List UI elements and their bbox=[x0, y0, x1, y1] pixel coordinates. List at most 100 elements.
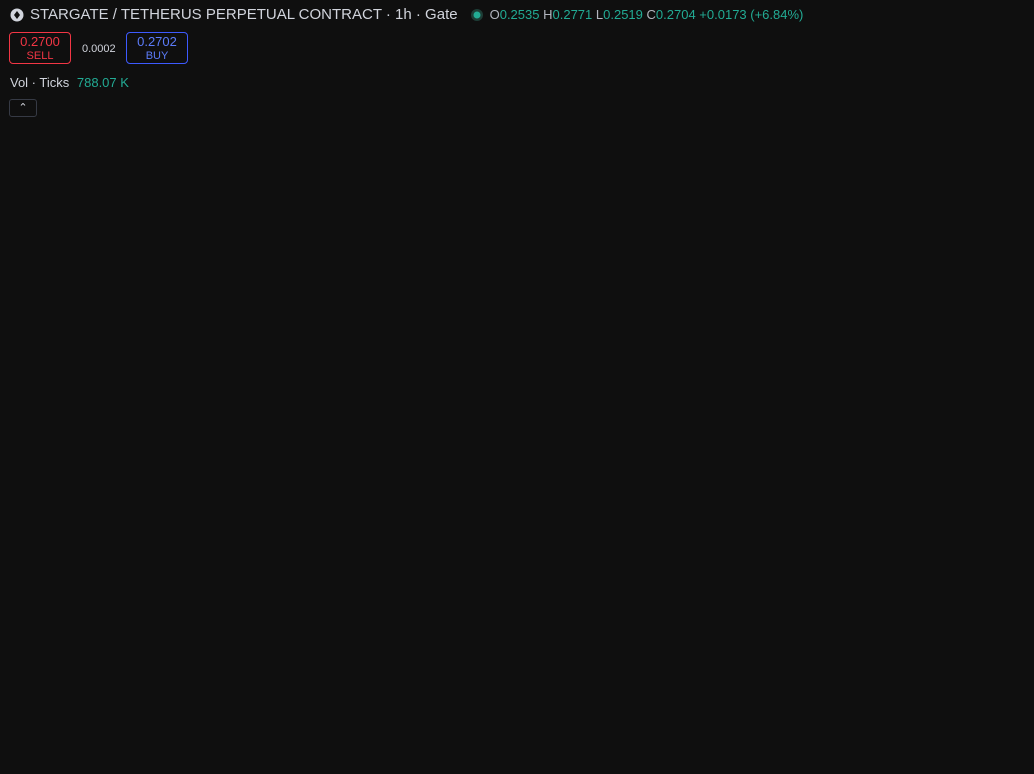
candle-body bbox=[812, 293, 817, 309]
volume-bar bbox=[173, 742, 179, 746]
candle-body bbox=[424, 606, 429, 612]
volume-bar bbox=[245, 740, 251, 746]
candle-body bbox=[78, 596, 83, 598]
volume-bar bbox=[18, 743, 24, 746]
volume-axis-label: 788.07 K bbox=[966, 556, 1017, 570]
volume-bar bbox=[48, 743, 54, 746]
volume-bar bbox=[806, 729, 812, 746]
volume-bar bbox=[287, 741, 293, 746]
volume-bar bbox=[591, 737, 597, 746]
candle-body bbox=[795, 322, 800, 337]
volume-bar bbox=[107, 742, 113, 746]
volume-bar bbox=[54, 742, 60, 746]
volume-bar bbox=[84, 742, 90, 746]
volume-bar bbox=[203, 739, 209, 746]
y-tick-label: 0.2300 bbox=[976, 291, 1014, 305]
ohlc-value: 0.2519 bbox=[603, 7, 643, 22]
volume-bar bbox=[609, 729, 615, 746]
volume-bar bbox=[776, 688, 782, 746]
volume-bar bbox=[424, 741, 430, 746]
volume-bar bbox=[400, 739, 406, 746]
ohlc-value: 0.2704 bbox=[655, 7, 696, 22]
volume-bar bbox=[573, 733, 579, 746]
volume-bar bbox=[507, 740, 513, 746]
candle-body bbox=[365, 602, 370, 604]
volume-bar bbox=[448, 722, 454, 746]
candle-body bbox=[538, 668, 543, 670]
candle-body bbox=[269, 619, 274, 621]
candle-body bbox=[239, 629, 244, 635]
candle-body bbox=[66, 595, 71, 597]
volume-bar bbox=[728, 725, 734, 746]
collapse-button[interactable]: ⌃ bbox=[9, 99, 37, 117]
candle-body bbox=[896, 107, 901, 188]
volume-bar bbox=[310, 742, 316, 746]
candle-body bbox=[257, 624, 262, 627]
candle-body bbox=[156, 598, 161, 601]
candle-body bbox=[132, 598, 137, 600]
volume-bar bbox=[466, 737, 472, 746]
candle-body bbox=[556, 665, 561, 671]
volume-bar bbox=[304, 742, 310, 746]
volume-bar bbox=[633, 737, 639, 746]
volume-bar bbox=[364, 741, 370, 746]
volume-bar bbox=[221, 739, 227, 746]
candle-body bbox=[317, 620, 322, 622]
y-tick-label: 0.2000 bbox=[976, 433, 1014, 447]
ohlc-key: O bbox=[489, 7, 500, 22]
candle-body bbox=[102, 598, 107, 600]
volume-bar bbox=[460, 737, 466, 746]
y-tick-label: 0.2800 bbox=[976, 54, 1014, 68]
settings-icon[interactable] bbox=[991, 753, 1005, 767]
candle-body bbox=[108, 597, 113, 600]
candle-body bbox=[203, 602, 208, 609]
volume-bar bbox=[830, 632, 836, 746]
y-tick-label: 0.2600 bbox=[976, 149, 1014, 163]
candle-body bbox=[353, 599, 358, 607]
candle-body bbox=[544, 666, 549, 670]
volume-bar bbox=[275, 742, 281, 746]
buy-button[interactable]: 0.2702 BUY bbox=[126, 32, 188, 64]
volume-bar bbox=[585, 736, 591, 746]
volume-bar bbox=[191, 742, 197, 746]
y-tick-label: 0.2700 bbox=[976, 101, 1014, 115]
volume-bar bbox=[376, 742, 382, 746]
volume-bar bbox=[490, 739, 496, 746]
header: STARGATE / TETHERUS PERPETUAL CONTRACT ·… bbox=[10, 6, 803, 23]
candle-body bbox=[60, 594, 65, 596]
volume-bar bbox=[143, 743, 149, 746]
volume-bar bbox=[561, 739, 567, 746]
chart-title: STARGATE / TETHERUS PERPETUAL CONTRACT ·… bbox=[30, 6, 458, 23]
candle-body bbox=[54, 592, 59, 595]
volume-bar bbox=[90, 743, 96, 746]
candle-body bbox=[777, 336, 782, 356]
candle-body bbox=[615, 566, 620, 583]
candle-body bbox=[723, 488, 728, 527]
volume-bar bbox=[878, 692, 884, 746]
candle-body bbox=[293, 616, 298, 618]
volume-bar bbox=[746, 718, 752, 746]
volume-bar bbox=[209, 735, 215, 746]
volume-bar bbox=[657, 731, 663, 746]
volume-bar bbox=[454, 736, 460, 746]
volume-bar bbox=[740, 706, 746, 746]
candle-body bbox=[687, 535, 692, 546]
candle-body bbox=[765, 308, 770, 413]
candle-body bbox=[412, 600, 417, 604]
sell-button[interactable]: 0.2700 SELL bbox=[9, 32, 71, 64]
candle-body bbox=[436, 615, 441, 619]
volume-bar bbox=[615, 732, 621, 746]
x-tick-label: 27 bbox=[247, 752, 261, 766]
volume-bar bbox=[346, 738, 352, 746]
candle-body bbox=[150, 598, 155, 601]
candle-body bbox=[263, 620, 268, 627]
candle-body bbox=[651, 559, 656, 574]
candle-body bbox=[520, 664, 525, 669]
sell-label: SELL bbox=[26, 50, 54, 62]
ohlc-key: H bbox=[543, 7, 553, 22]
candle-body bbox=[42, 588, 47, 591]
candle-body bbox=[633, 578, 638, 583]
volume-bar bbox=[125, 743, 131, 746]
candle-body bbox=[377, 601, 382, 603]
